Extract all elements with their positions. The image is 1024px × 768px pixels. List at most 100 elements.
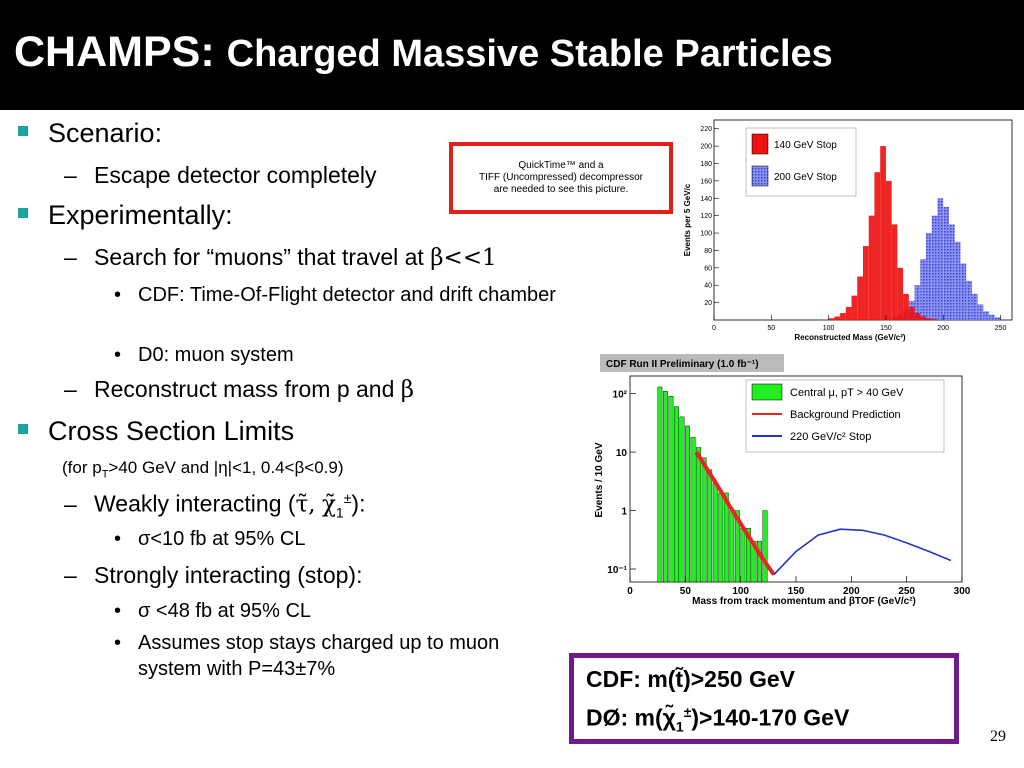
beta-symbol: β<<1 [430,245,497,271]
background-curve [694,451,776,576]
bullet-text: σ<10 fb at 95% CL [138,528,306,550]
histogram-bar [943,206,949,320]
data-bar [762,510,768,583]
results-box: CDF: m(t̃)>250 GeV DØ: m(χ̃1±)>140-170 G… [569,653,959,744]
y-tick-label: 10⁻¹ [607,565,627,576]
y-tick-label: 10² [613,390,628,401]
bullet-text: Strongly interacting (stop): [94,562,363,588]
dash-icon: – [64,244,77,270]
bullet-text: CDF: Time-Of-Flight detector and drift c… [138,284,556,306]
stau-symbol: τ̃, [295,491,316,518]
data-bar [718,492,724,583]
square-bullet-icon [18,125,28,136]
bullet-text: Scenario: [48,118,163,148]
histogram-bar [926,233,932,320]
bullet-text: D0: muon system [138,344,294,366]
bullet-text: ): [351,490,366,517]
curves [694,451,952,576]
histogram-bar [828,318,835,320]
y-tick-label: 80 [704,248,712,255]
x-tick-label: 200 [843,586,860,597]
x-tick-label: 200 [937,325,949,332]
histogram-bar [885,180,892,320]
data-bar [679,416,685,583]
histogram-bar [914,313,921,320]
bullet-text: Escape detector completely [94,162,377,188]
sub-bullet-search: – Search for “muons” that travel at β<<1 [64,244,497,271]
dash-icon: – [64,376,77,402]
sub-bullet-escape: – Escape detector completely [64,162,377,189]
axis-ticks: 0 50 100 150 200 250 300 10² 10 1 10⁻¹ [607,390,971,597]
y-axis-label: Events per 5 GeV/c [683,183,692,256]
histogram-bar [868,215,875,320]
dash-icon: – [64,562,77,588]
legend-label-200: 200 GeV Stop [774,172,837,183]
data-bar [707,469,713,583]
histogram-bar [891,224,898,320]
y-tick-label: 1 [621,507,627,518]
y-tick-label: 120 [700,213,712,220]
placeholder-line: QuickTime™ and a [518,160,604,171]
page-number: 29 [990,728,1006,745]
bullet-text: Reconstruct mass from p and [94,376,401,402]
x-axis-label: Mass from track momentum and βTOF (GeV/c… [692,596,916,607]
note-text: (for p [62,458,102,477]
data-bar [690,436,696,583]
legend-label-140: 140 GeV Stop [774,140,837,151]
histogram-bar [994,317,1001,320]
histogram-bar [966,280,972,320]
x-tick-label: 300 [954,586,971,597]
d0-superscript: ± [683,704,692,720]
histogram-bar [937,198,944,320]
dot-icon: • [114,528,122,550]
bullet-text: Cross Section Limits [48,416,295,446]
y-tick-label: 10 [616,448,628,459]
data-bar [723,492,729,583]
bullet-experimentally: Experimentally: [18,200,233,231]
y-tick-label: 40 [704,283,712,290]
sub-sub-bullet-assumes: • Assumes stop stays charged up to muon s… [114,630,544,682]
y-tick-label: 60 [704,265,712,272]
histogram-bar [834,316,841,320]
x-tick-label: 0 [712,325,716,332]
bullet-text: Weakly interacting ( [94,490,296,517]
data-bar [685,425,690,583]
histogram-bar [971,293,978,320]
legend: Central μ, pT > 40 GeV Background Predic… [745,379,945,453]
y-tick-label: 180 [700,161,712,168]
legend: 140 GeV Stop 200 GeV Stop [745,127,857,197]
mass-histogram-chart: 0 50 100 150 200 250 20 40 60 80 100 120 140 160 180 20… [683,119,1013,342]
title-bar: CHAMPS: Charged Massive Stable Particles [0,0,1024,110]
histogram-bar [948,224,955,320]
note-text: >40 GeV and |η|<1, 0.4<β<0.9) [108,458,344,477]
square-bullet-icon [18,207,28,218]
histogram-bar [908,306,915,320]
histogram-bar [931,215,938,320]
axis-ticks: 0 50 100 150 200 250 20 40 60 80 100 120 140 160 180 20… [700,126,1006,332]
sub-sub-bullet-d0: • D0: muon system [114,342,574,368]
cdf-result: CDF: m(t̃)>250 GeV [586,666,795,692]
histogram-bar [931,319,938,320]
sub-sub-bullet-strong-limit: • σ <48 fb at 95% CL [114,598,554,624]
legend-swatch-140 [751,133,769,155]
square-bullet-icon [18,423,28,434]
y-tick-label: 160 [700,178,712,185]
histogram-bar [920,316,927,320]
bullet-cross-section: Cross Section Limits [18,416,294,447]
histogram-bar [977,304,984,320]
data-bar [740,527,746,583]
x-tick-label: 250 [898,586,915,597]
data-bar [729,510,735,583]
x-tick-label: 250 [995,325,1007,332]
y-tick-label: 220 [700,126,712,133]
d0-subscript: 1 [675,718,684,735]
title-part1: CHAMPS: [14,28,215,76]
d0-result: DØ: m(χ̃1±)>140-170 GeV [586,704,849,734]
dot-icon: • [114,632,122,654]
histogram-bar [914,285,921,320]
y-tick-label: 20 [704,300,712,307]
bullet-text: Assumes stop stays charged up to muon sy… [138,632,500,680]
histogram-bar [989,314,995,320]
sub-bullet-weak: – Weakly interacting (τ̃, χ̃1±): [64,490,365,520]
bullet-text: σ <48 fb at 95% CL [138,600,312,622]
